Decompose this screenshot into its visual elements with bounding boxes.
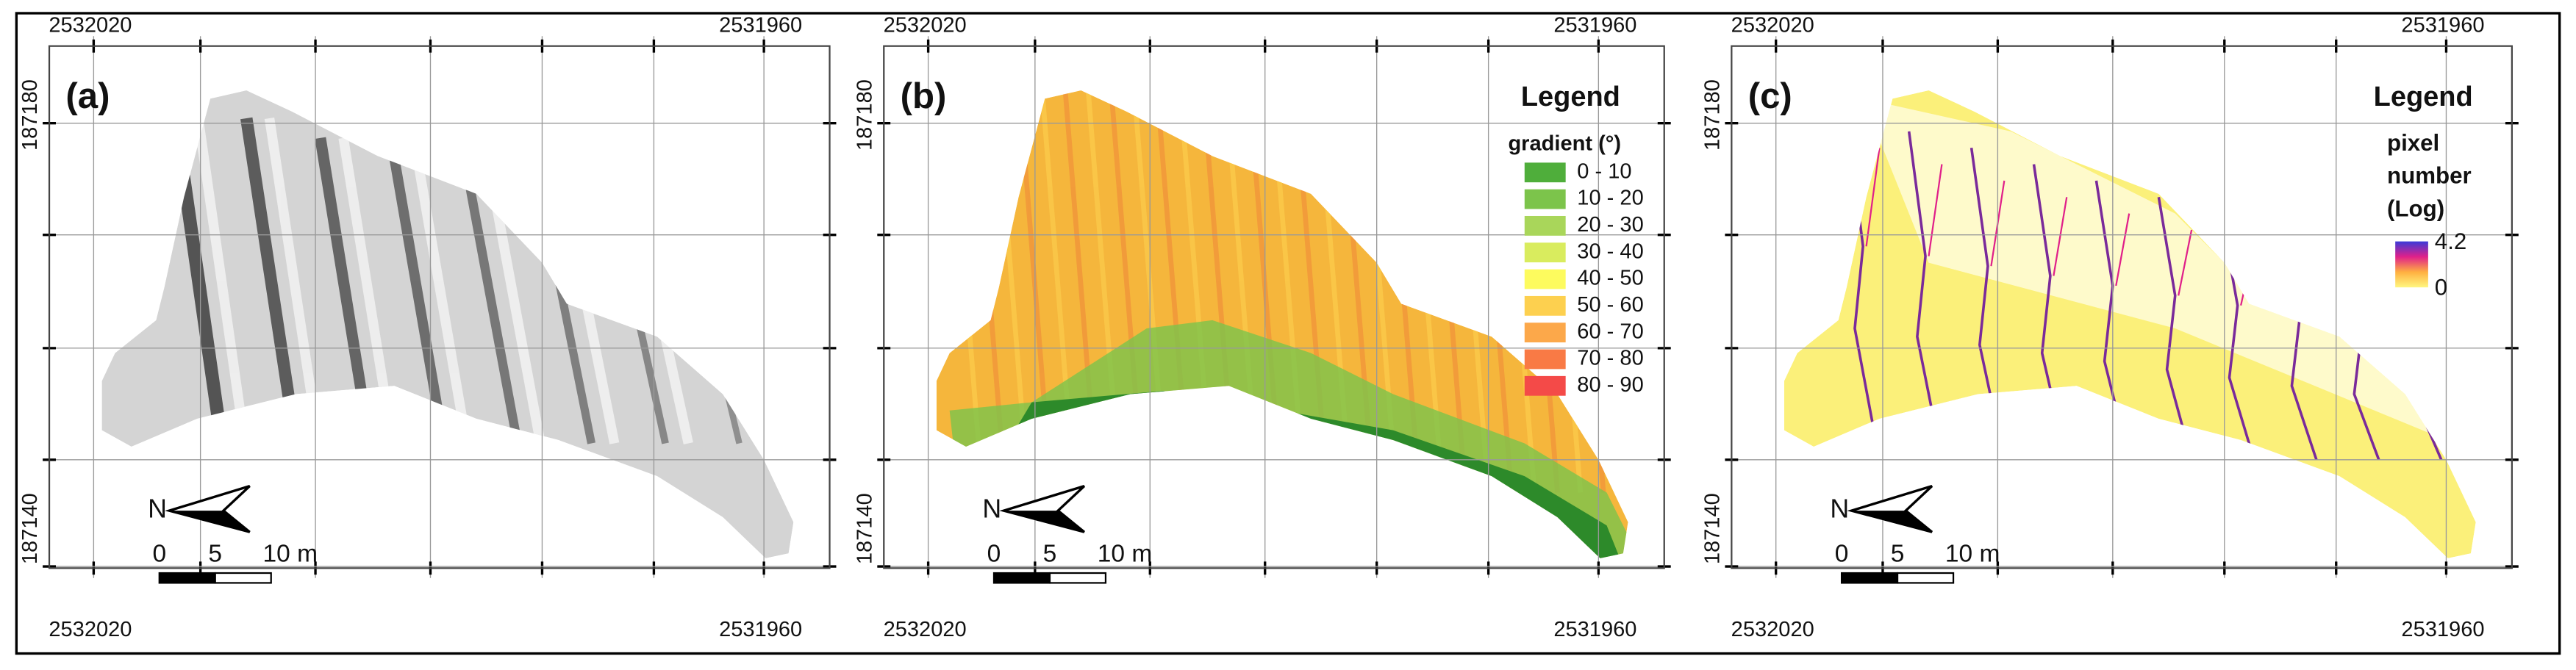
legend-title: Legend: [2374, 82, 2473, 112]
north-arrow-fill: [1003, 511, 1084, 533]
legend-label: 50 - 60: [1577, 293, 1643, 317]
coord-label: 2532020: [884, 618, 967, 641]
coord-label: 187140: [1700, 493, 1724, 564]
scale-bar: [1048, 572, 1107, 584]
ridge-light: [190, 98, 250, 444]
coord-label: 2532020: [49, 618, 132, 641]
panel-label: (c): [1748, 76, 1792, 116]
coord-label: 2532020: [884, 14, 967, 37]
legend-subtitle: (Log): [2387, 195, 2444, 221]
ridge-light: [264, 118, 324, 444]
coord-label: 2531960: [719, 618, 802, 641]
scale-label: 0: [987, 540, 1001, 567]
scale-label: 10 m: [1098, 540, 1153, 567]
drainage: [1907, 131, 1944, 461]
coord-label: 187180: [1700, 79, 1724, 151]
scale-bar: [1896, 572, 1955, 584]
coord-label: 187180: [18, 79, 42, 151]
legend-label: 30 - 40: [1577, 239, 1643, 263]
panel-label: (b): [901, 76, 947, 116]
scale-bar: [992, 572, 1051, 584]
north-arrow-fill: [169, 511, 250, 533]
scale-label: 10 m: [263, 540, 318, 567]
scale-bar: [158, 572, 216, 584]
north-label: N: [148, 494, 167, 524]
coord-label: 2531960: [2401, 14, 2484, 37]
legend-label: 0 - 10: [1577, 159, 1631, 183]
scale-label: 0: [152, 540, 166, 567]
legend-swatch: [1524, 162, 1566, 183]
drainage-branch: [1865, 148, 1881, 247]
map-frame: [883, 45, 1665, 569]
coord-label: 2531960: [719, 14, 802, 37]
legend-label: 70 - 80: [1577, 347, 1643, 370]
ridge-shade: [240, 117, 302, 444]
coord-label: 187180: [853, 79, 876, 151]
drainage: [2157, 196, 2193, 461]
legend-ramp: [2395, 241, 2428, 288]
legend-swatch: [1524, 323, 1566, 343]
coord-label: 2532020: [1731, 14, 1814, 37]
panel-label: (a): [65, 76, 110, 116]
drainage-branch: [2178, 229, 2193, 296]
scale-bar: [214, 572, 272, 584]
coord-label: 187140: [18, 493, 42, 564]
scale-label: 5: [1043, 540, 1057, 567]
terrain-light: [1863, 98, 2455, 444]
legend-label: 40 - 50: [1577, 267, 1643, 290]
ridge-shade: [389, 156, 449, 444]
north-arrow-fill: [1851, 511, 1932, 533]
coord-label: 2531960: [2401, 618, 2484, 641]
legend-label: 80 - 90: [1577, 373, 1643, 397]
scale-label: 10 m: [1945, 540, 2000, 567]
map-panel: 2532020 2532020 2531960 2531960 187180 187140…: [1700, 14, 2519, 641]
scale-bar: [1840, 572, 1899, 584]
scale-label: 0: [1835, 540, 1849, 567]
coord-label: 2532020: [49, 14, 132, 37]
scale-label: 5: [1891, 540, 1905, 567]
scale-label: 5: [208, 540, 222, 567]
drainage-branch: [2053, 197, 2068, 276]
legend-swatch: [1524, 242, 1566, 263]
legend-label: 60 - 70: [1577, 320, 1643, 343]
legend-subtitle: gradient (°): [1508, 132, 1621, 155]
legend-swatch: [1524, 215, 1566, 236]
coord-label: 2531960: [1553, 618, 1636, 641]
legend-label: 10 - 20: [1577, 187, 1643, 210]
legend-max: 4.2: [2435, 228, 2466, 254]
ridge-light: [412, 156, 472, 444]
legend-label: 20 - 30: [1577, 213, 1643, 237]
legend-title: Legend: [1521, 82, 1620, 112]
legend-swatch: [1524, 189, 1566, 209]
coord-label: 2531960: [1553, 14, 1636, 37]
legend-subtitle: pixel: [2387, 130, 2439, 156]
ridge-shade: [463, 176, 523, 444]
legend-swatch: [1524, 295, 1566, 316]
legend-swatch: [1524, 269, 1566, 289]
coord-label: 187140: [853, 493, 876, 564]
north-label: N: [982, 494, 1001, 524]
legend-swatch: [1524, 349, 1566, 370]
map-frame: [1731, 45, 2513, 569]
legend-subtitle: number: [2387, 163, 2472, 189]
ridge-light: [486, 176, 545, 444]
north-label: N: [1830, 494, 1849, 524]
map-frame: [48, 45, 831, 569]
drainage-branch: [1928, 164, 1943, 256]
legend-swatch: [1524, 375, 1566, 396]
legend-min: 0: [2435, 275, 2447, 300]
drainage-branch: [2115, 213, 2130, 287]
coord-label: 2532020: [1731, 618, 1814, 641]
